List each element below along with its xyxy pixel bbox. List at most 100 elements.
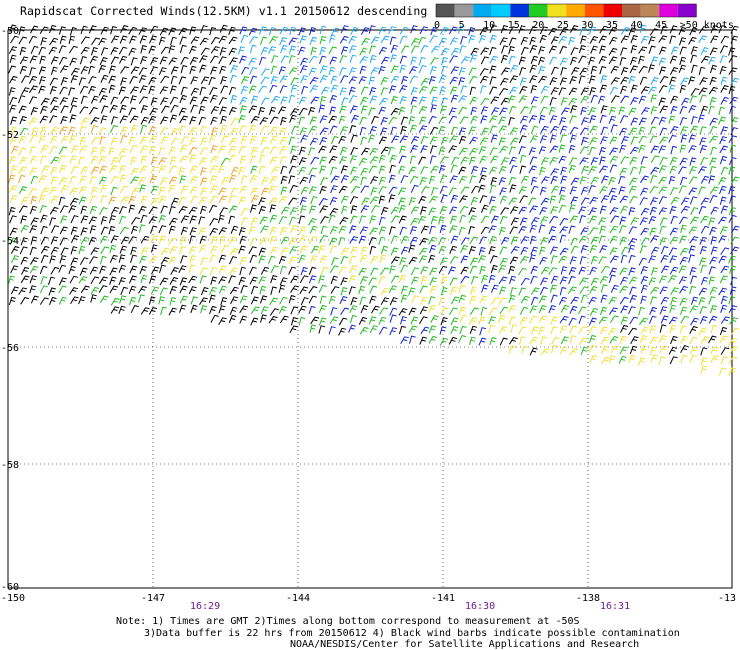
wind-barb bbox=[459, 135, 467, 145]
wind-barb bbox=[520, 46, 529, 55]
wind-barb bbox=[49, 186, 58, 195]
wind-barb bbox=[720, 304, 728, 313]
wind-barb bbox=[530, 96, 539, 105]
wind-barb bbox=[488, 316, 496, 325]
wind-barb bbox=[69, 155, 77, 164]
wind-barb bbox=[468, 75, 478, 84]
wind-barb bbox=[39, 126, 48, 135]
wind-barb bbox=[660, 315, 669, 324]
wind-barb bbox=[399, 35, 408, 44]
wind-barb bbox=[189, 227, 197, 236]
wind-barb bbox=[398, 274, 407, 283]
wind-barb bbox=[529, 315, 538, 324]
wind-barb bbox=[209, 195, 218, 204]
wind-barb bbox=[188, 246, 197, 255]
wind-barb bbox=[458, 306, 467, 315]
wind-barb bbox=[230, 166, 239, 175]
wind-barb bbox=[10, 165, 18, 174]
wind-barb bbox=[530, 265, 539, 274]
wind-barb bbox=[420, 275, 428, 285]
wind-barb bbox=[659, 225, 667, 234]
wind-barb bbox=[520, 106, 529, 115]
wind-barb bbox=[40, 105, 48, 114]
wind-barb bbox=[350, 26, 359, 36]
wind-barb bbox=[669, 356, 678, 365]
wind-barb bbox=[119, 164, 126, 174]
wind-barb bbox=[168, 256, 177, 265]
wind-barb bbox=[218, 276, 227, 284]
wind-barb bbox=[560, 175, 568, 184]
wind-barb bbox=[250, 165, 258, 174]
wind-barb bbox=[438, 237, 447, 246]
wind-barb bbox=[728, 214, 737, 223]
wind-barb bbox=[360, 136, 368, 146]
wind-barb bbox=[709, 126, 718, 135]
wind-barb bbox=[200, 167, 207, 176]
wind-barb bbox=[288, 237, 298, 246]
wind-barb bbox=[110, 25, 117, 35]
wind-barb bbox=[598, 235, 606, 244]
wind-barb bbox=[519, 336, 526, 345]
wind-barb bbox=[508, 37, 517, 46]
wind-barb bbox=[450, 317, 459, 326]
wind-barb bbox=[650, 354, 658, 363]
wind-barb bbox=[40, 236, 49, 245]
wind-barb bbox=[179, 94, 187, 104]
wind-barb bbox=[469, 307, 479, 315]
wind-barb bbox=[179, 304, 187, 313]
wind-barb bbox=[720, 265, 730, 274]
wind-barb bbox=[90, 294, 97, 303]
wind-barb bbox=[410, 38, 420, 46]
wind-barb bbox=[70, 75, 78, 84]
wind-barb bbox=[299, 176, 309, 185]
wind-barb bbox=[439, 156, 449, 164]
wind-barb bbox=[479, 68, 489, 76]
wind-barb bbox=[399, 96, 407, 105]
wind-barb bbox=[458, 335, 467, 344]
wind-barb bbox=[279, 226, 288, 236]
wind-barb bbox=[209, 165, 219, 174]
wind-barb bbox=[150, 235, 159, 244]
wind-barb bbox=[8, 75, 18, 84]
wind-barb bbox=[490, 107, 500, 115]
wind-barb bbox=[308, 55, 318, 64]
wind-barb bbox=[29, 205, 38, 215]
wind-barb bbox=[698, 26, 708, 34]
wind-barb bbox=[109, 267, 118, 276]
wind-barb bbox=[508, 176, 517, 186]
wind-barb bbox=[649, 135, 658, 144]
wind-barb bbox=[530, 125, 539, 134]
wind-barb bbox=[389, 85, 397, 94]
wind-barb bbox=[278, 255, 287, 264]
wind-barb bbox=[80, 215, 89, 224]
wind-barb bbox=[110, 297, 120, 306]
wind-barb bbox=[629, 146, 639, 155]
wind-barb bbox=[730, 327, 740, 336]
wind-barb bbox=[540, 157, 549, 166]
wind-barb bbox=[170, 75, 178, 85]
wind-barb bbox=[100, 226, 109, 235]
wind-barb bbox=[270, 95, 280, 104]
wind-barb bbox=[459, 325, 467, 335]
wind-barb bbox=[420, 206, 427, 215]
wind-barb bbox=[730, 117, 739, 126]
wind-barb bbox=[410, 217, 420, 226]
wind-barb bbox=[499, 107, 508, 116]
wind-barb bbox=[538, 56, 546, 66]
wind-barb bbox=[110, 156, 119, 166]
wind-barb bbox=[70, 67, 80, 76]
wind-barb bbox=[418, 255, 428, 264]
wind-barb bbox=[599, 205, 607, 214]
wind-barb bbox=[239, 305, 249, 314]
wind-barb bbox=[210, 106, 220, 114]
wind-barb bbox=[499, 187, 507, 196]
wind-barb bbox=[149, 107, 158, 116]
wind-barb bbox=[178, 166, 185, 176]
wind-barb bbox=[649, 325, 657, 334]
wind-barb bbox=[679, 247, 689, 256]
wind-barb bbox=[259, 154, 266, 164]
wind-barb bbox=[568, 317, 577, 326]
wind-barb bbox=[18, 26, 26, 35]
wind-barb bbox=[450, 296, 460, 305]
wind-barb bbox=[458, 77, 466, 86]
